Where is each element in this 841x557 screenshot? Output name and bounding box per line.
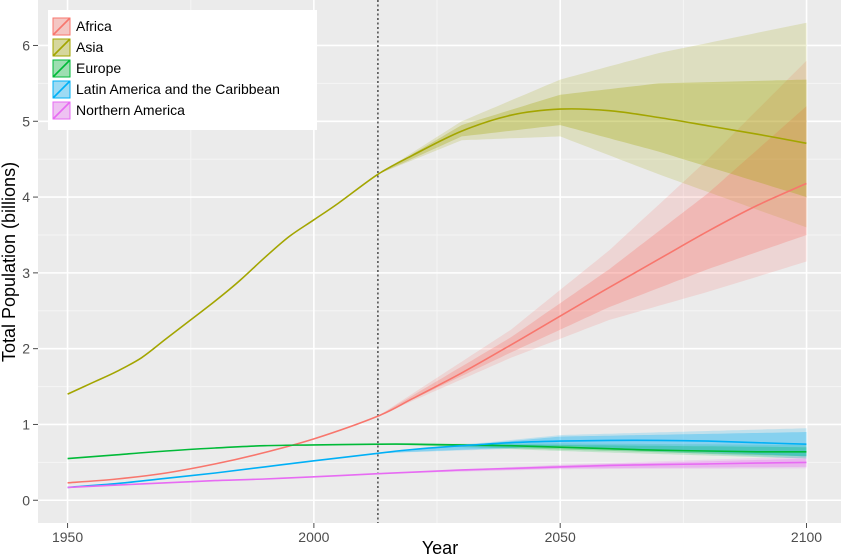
inner-band-series-0: [377, 106, 807, 417]
series-line-0: [67, 182, 807, 484]
y-tick-label: 6: [22, 37, 30, 53]
legend-label: Northern America: [76, 102, 185, 118]
inner-band-series-1: [377, 79, 807, 198]
outer-band-series-1: [377, 22, 807, 228]
x-tick-label: 2050: [545, 529, 576, 545]
y-tick-label: 3: [22, 265, 30, 281]
outer-band-series-0: [377, 60, 807, 417]
legend-label: Europe: [76, 60, 121, 76]
y-tick-label: 0: [22, 492, 30, 508]
legend-key-line: [52, 38, 71, 57]
legend-key-line: [52, 101, 71, 120]
series-line-2: [67, 443, 807, 460]
legend-label: Latin America and the Caribbean: [76, 81, 280, 97]
x-tick-label: 1950: [52, 529, 83, 545]
axis-ticks: [33, 44, 808, 528]
legend-key-line: [52, 80, 71, 99]
inner-band-series-2: [377, 444, 807, 457]
legend-box: [48, 10, 317, 130]
series-lines: [67, 108, 807, 489]
legend-label: Asia: [76, 39, 103, 55]
x-tick-label: 2000: [298, 529, 329, 545]
tick-labels: 1950 2000 2050 2100 0 1 2 3 4 5 6: [22, 37, 822, 545]
y-tick-label: 4: [22, 189, 30, 205]
major-gridlines: [38, 0, 841, 523]
series-line-1: [67, 108, 807, 395]
y-axis-title: Total Population (billions): [0, 162, 19, 362]
y-tick-label: 1: [22, 416, 30, 432]
outer-band-series-2: [377, 443, 807, 459]
y-tick-label: 2: [22, 341, 30, 357]
series-line-3: [67, 439, 807, 489]
x-tick-label: 2100: [791, 529, 822, 545]
legend: Africa Asia Europe Latin America and the Ca…: [48, 10, 317, 130]
series-line-4: [67, 461, 807, 489]
y-tick-label: 5: [22, 113, 30, 129]
x-axis-title: Year: [422, 538, 458, 557]
legend-key-line: [52, 59, 71, 78]
legend-key-line: [52, 17, 71, 36]
legend-label: Africa: [76, 18, 112, 34]
